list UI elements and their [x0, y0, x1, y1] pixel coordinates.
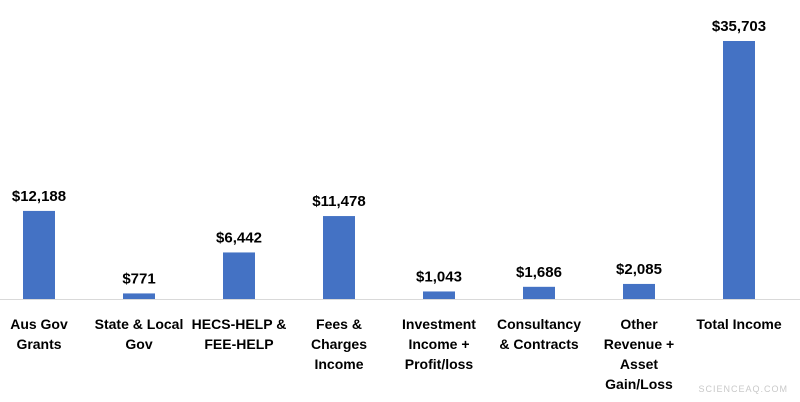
value-label-1: $771	[122, 270, 155, 287]
bar-6	[623, 283, 655, 299]
category-label-5: Consultancy & Contracts	[497, 316, 581, 352]
category-label-6-line-2: Asset	[620, 356, 658, 372]
category-label-2-line-1: FEE-HELP	[204, 336, 273, 352]
category-label-4-line-1: Income +	[408, 336, 469, 352]
category-labels-group: Aus Gov Grants State & Local Gov HECS-HELP &…	[10, 316, 782, 392]
category-label-3-line-0: Fees &	[316, 316, 362, 332]
category-label-7: Total Income	[696, 316, 782, 332]
category-label-4: Investment Income + Profit/loss	[402, 316, 476, 372]
bars-group	[23, 41, 755, 299]
category-label-2-line-0: HECS-HELP &	[192, 316, 287, 332]
bar-3	[323, 216, 355, 299]
bar-5	[523, 286, 555, 299]
category-label-0: Aus Gov Grants	[10, 316, 68, 352]
category-label-7-line-0: Total Income	[696, 316, 782, 332]
value-label-5: $1,686	[516, 264, 562, 281]
category-label-1-line-1: Gov	[125, 336, 152, 352]
bar-2	[223, 252, 255, 299]
category-label-3: Fees & Charges Income	[311, 316, 367, 372]
category-label-5-line-0: Consultancy	[497, 316, 581, 332]
category-label-1-line-0: State & Local	[95, 316, 184, 332]
category-label-3-line-1: Charges	[311, 336, 367, 352]
category-label-1: State & Local Gov	[95, 316, 184, 352]
category-label-3-line-2: Income	[314, 356, 363, 372]
bar-4	[423, 291, 455, 299]
value-label-2: $6,442	[216, 229, 262, 246]
value-label-6: $2,085	[616, 261, 662, 278]
bar-7	[723, 41, 755, 299]
category-label-5-line-1: & Contracts	[499, 336, 579, 352]
value-label-7: $35,703	[712, 18, 766, 35]
category-label-4-line-2: Profit/loss	[405, 356, 474, 372]
category-label-4-line-0: Investment	[402, 316, 476, 332]
category-label-6: Other Revenue + Asset Gain/Loss	[604, 316, 674, 392]
value-label-0: $12,188	[12, 188, 66, 205]
watermark-text: SCIENCEAQ.COM	[698, 384, 788, 394]
bar-0	[23, 210, 55, 299]
value-label-3: $11,478	[312, 193, 365, 210]
category-label-6-line-1: Revenue +	[604, 336, 674, 352]
bar-1	[123, 293, 155, 299]
category-label-6-line-0: Other	[620, 316, 658, 332]
category-label-0-line-1: Grants	[16, 336, 61, 352]
category-label-0-line-0: Aus Gov	[10, 316, 68, 332]
category-label-6-line-3: Gain/Loss	[605, 376, 673, 392]
category-label-2: HECS-HELP & FEE-HELP	[192, 316, 287, 352]
value-label-4: $1,043	[416, 268, 462, 285]
value-labels-group: $12,188 $771 $6,442 $11,478 $1,043 $1,686 $2,0…	[12, 18, 766, 287]
